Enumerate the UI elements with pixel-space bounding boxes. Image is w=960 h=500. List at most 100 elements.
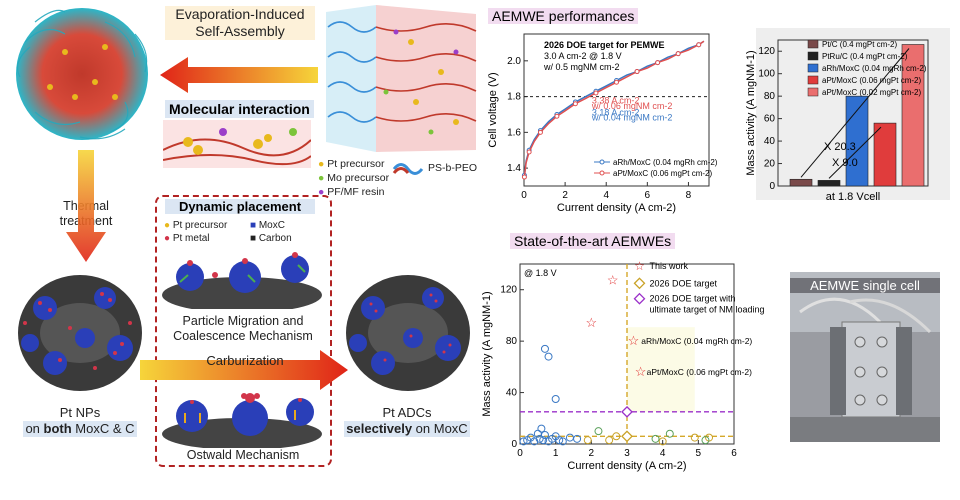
- polarization-chart: 0 2 4 6 8 1.4 1.6 1.8 2.0 Current density (A cm-2…: [487, 33, 718, 214]
- y-tick-label: 20: [764, 159, 776, 170]
- doe-line2: w/ 0.5 mgNM cm-2: [543, 62, 620, 72]
- legend-doe: 2026 DOE target: [649, 278, 717, 288]
- carbon-square-icon: ■: [250, 233, 257, 244]
- lit-point-olive: [690, 433, 699, 442]
- lit-point-green: [701, 436, 710, 445]
- data-point: [572, 101, 578, 107]
- ratio-arrow-1: [800, 48, 910, 178]
- y-axis-label: Cell voltage (V): [487, 72, 499, 147]
- data-point: [675, 51, 681, 57]
- x-tick-label: 5: [696, 448, 702, 459]
- bar-4: [901, 44, 925, 187]
- plot-frame: [523, 33, 710, 187]
- moxc-square-icon: ■: [250, 220, 257, 231]
- rh-label: aRh/MoxC (0.04 mgRh cm-2): [641, 336, 752, 346]
- lit-point-blue: [540, 431, 549, 439]
- dynamic-placement-label: Dynamic placement: [165, 199, 315, 214]
- x-tick-label: 6: [731, 448, 737, 459]
- legend-text-3: aPt/MoxC (0.06 mgPt cm-2): [822, 76, 921, 85]
- carburization-label: Carburization: [206, 353, 284, 368]
- lit-point-blue: [558, 437, 567, 446]
- pt-nps-illustration: [18, 275, 142, 391]
- pt-adcs-label: Pt ADCs selectively on MoxC: [344, 405, 470, 437]
- copolymer-panel: [326, 5, 477, 152]
- lit-point-blue: [573, 434, 582, 443]
- this-work-star: ☆: [635, 364, 647, 379]
- lit-point-blue: [544, 352, 553, 361]
- x-tick-label: 2: [589, 448, 595, 459]
- data-point: [614, 79, 619, 85]
- y-tick-label: 1.6: [507, 127, 521, 138]
- legend-ultimate-1: 2026 DOE target with: [649, 294, 735, 304]
- doe-line1: 3.0 A cm-2 @ 1.8 V: [544, 51, 622, 61]
- legend-text-0: aRh/MoxC (0.04 mgRh cm-2): [613, 158, 718, 167]
- y-tick-label: 80: [506, 336, 518, 347]
- highlight-region: [627, 327, 695, 412]
- data-point: [554, 113, 560, 119]
- x-tick-label: 4: [603, 190, 609, 201]
- series-line-0: [523, 40, 705, 176]
- this-work-star: ☆: [628, 333, 640, 348]
- doe-title: 2026 DOE target for PEMWE: [544, 40, 665, 50]
- series-line-1: [523, 40, 705, 178]
- lit-point-blue: [535, 434, 544, 443]
- metal-legend: ● Pt precursor ● Pt metal: [164, 220, 228, 244]
- sota-scatter-chart: 0 1 2 3 4 5 6 0 40 80 120 Current density (A cm-2) M…: [481, 259, 765, 472]
- x-tick-label: 0: [521, 190, 527, 201]
- precursor-legend: ● Pt precursor ● Mo precursor ● PF/MF re…: [318, 157, 389, 199]
- y-tick-label: 40: [506, 388, 518, 399]
- x-tick-label: 2: [562, 190, 568, 201]
- legend-text-2: aRh/MoxC (0.04 mgRh cm-2): [822, 64, 927, 73]
- y-tick-label: 0: [511, 439, 517, 450]
- pt-nps-label: Pt NPs on both MoxC & C: [23, 405, 137, 437]
- bar-1: [817, 180, 841, 187]
- legend-resin: ● PF/MF resin: [318, 186, 385, 198]
- data-point: [537, 129, 543, 135]
- single-cell-picture: [790, 272, 940, 442]
- y-axis-label: Mass activity (A mgNM-1): [481, 291, 493, 416]
- ratio-label-1: X 20.3: [824, 141, 856, 153]
- thermal-arrow: [66, 150, 106, 262]
- x-tick-label: 4: [660, 448, 666, 459]
- pt-precursor-dot-icon: ●: [164, 220, 171, 231]
- data-point: [521, 174, 527, 180]
- lit-point-blue: [540, 344, 549, 353]
- y-tick-label: 40: [764, 136, 776, 147]
- pmc-illustration: [162, 252, 322, 309]
- x-axis-label: Current density (A cm-2): [557, 202, 676, 214]
- y-tick-label: 1.4: [507, 163, 521, 174]
- data-point: [655, 60, 661, 66]
- legend-this-work: This work: [649, 261, 688, 271]
- lit-point-green: [665, 429, 674, 438]
- y-tick-label: 1.8: [507, 92, 521, 103]
- y-axis-label: Mass activity (A mgNM-1): [745, 50, 757, 175]
- mechanism-box: [155, 195, 332, 467]
- lit-point-green: [651, 434, 660, 443]
- molecular-interaction-illustration: [163, 120, 311, 168]
- doe-target-marker: [621, 430, 633, 443]
- copolymer-squiggle-icon: [392, 163, 424, 175]
- legend-mo-precursor: ● Mo precursor: [318, 172, 390, 184]
- green-dot-icon: ●: [318, 172, 325, 184]
- legend-doe-marker: [633, 277, 646, 290]
- x-tick-label: 1: [553, 448, 559, 459]
- legend-swatch-3: [807, 75, 819, 85]
- eisa-line1: Evaporation-Induced: [175, 6, 305, 22]
- micelle-illustration: [16, 8, 148, 140]
- legend-marker-1: [599, 170, 605, 176]
- x-tick-label: 3: [624, 448, 630, 459]
- legend-swatch-4: [807, 87, 819, 97]
- condition-label: @ 1.8 V: [524, 268, 557, 278]
- legend-text-1: aPt/MoxC (0.06 mgPt cm-2): [613, 169, 712, 178]
- lit-point-olive: [583, 436, 592, 445]
- perf-title: AEMWE performances: [488, 8, 639, 24]
- pmc-label: Particle Migration and Coalescence Mecha…: [173, 314, 313, 343]
- lit-point-blue: [519, 437, 528, 446]
- lit-point-olive: [658, 437, 667, 446]
- lit-point-olive: [612, 432, 621, 441]
- lit-point-green: [594, 427, 603, 436]
- lit-point-blue: [565, 433, 574, 442]
- legend-text-1: PtRu/C (0.4 mgPt cm-2): [822, 52, 908, 61]
- this-work-star: ☆: [607, 273, 619, 288]
